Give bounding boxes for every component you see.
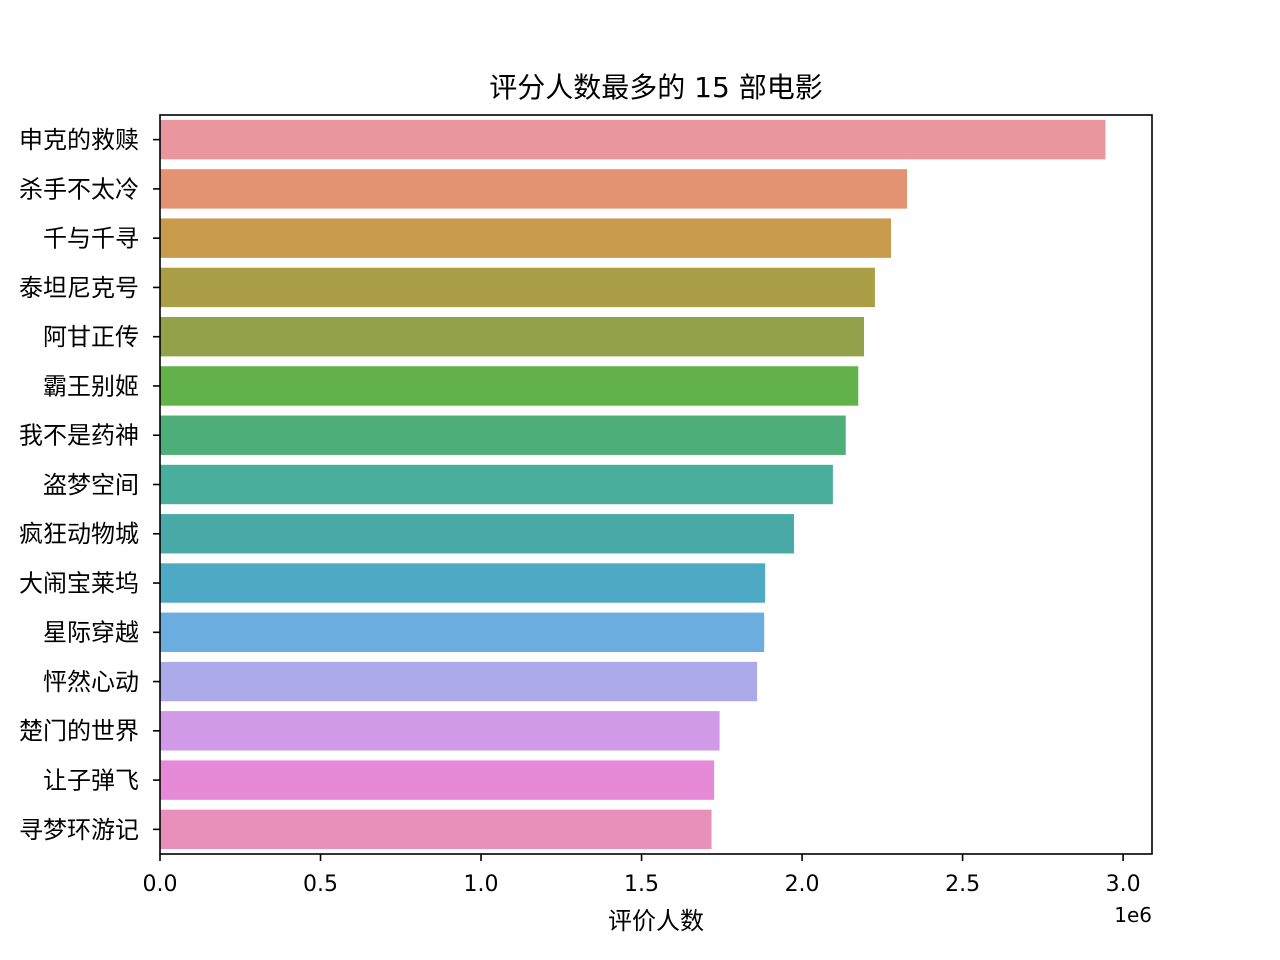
bar-6: [160, 366, 859, 406]
bar-14: [160, 760, 715, 800]
x-axis-offset-label: 1e6: [1114, 903, 1152, 927]
chart-title: 评分人数最多的 15 部电影: [489, 71, 822, 104]
x-tick-label: 2.5: [945, 872, 980, 897]
plot-frame: [159, 114, 1153, 855]
y-tick-label: 寻梦环游记: [19, 816, 139, 844]
x-tick-label: 2.0: [785, 872, 820, 897]
y-tick-label: 星际穿越: [43, 619, 139, 647]
x-tick-label: 1.5: [624, 872, 659, 897]
y-tick-label: 大闹宝莱坞: [19, 569, 139, 597]
bar-8: [160, 464, 833, 505]
y-tick-label: 楚门的世界: [19, 717, 139, 745]
y-tick-label: 盗梦空间: [43, 471, 139, 499]
bar-2: [160, 169, 908, 209]
bar-13: [160, 711, 720, 751]
x-tick-label: 0.5: [303, 872, 338, 897]
bar-9: [160, 514, 795, 554]
y-tick-label: 让子弹飞: [43, 767, 139, 795]
bar-5: [160, 316, 865, 357]
x-tick-label: 0.0: [143, 872, 178, 897]
y-tick-label: 我不是药神: [19, 422, 139, 450]
bars-group: [160, 119, 1106, 850]
y-tick-label: 阿甘正传: [43, 323, 139, 351]
bar-12: [160, 661, 758, 702]
y-tick-label: 怦然心动: [43, 668, 139, 696]
y-tick-label: 霸王别姬: [43, 372, 139, 400]
bar-11: [160, 612, 765, 653]
bar-3: [160, 218, 891, 258]
bar-1: [160, 119, 1106, 160]
y-axis-ticks: 申克的救赎杀手不太冷千与千寻泰坦尼克号阿甘正传霸王别姬我不是药神盗梦空间疯狂动物…: [19, 126, 160, 844]
x-axis-label: 评价人数: [608, 907, 704, 935]
bar-15: [160, 809, 712, 850]
x-tick-label: 3.0: [1106, 872, 1141, 897]
bar-7: [160, 415, 846, 455]
bar-4: [160, 267, 875, 308]
y-tick-label: 泰坦尼克号: [19, 274, 139, 302]
x-axis-ticks: 0.0 0.5 1.0 1.5 2.0 2.5 3.0: [143, 854, 1141, 897]
bar-10: [160, 563, 766, 603]
x-tick-label: 1.0: [464, 872, 499, 897]
y-tick-label: 疯狂动物城: [19, 520, 139, 548]
y-tick-label: 杀手不太冷: [19, 175, 139, 203]
y-tick-label: 申克的救赎: [19, 126, 139, 154]
y-tick-label: 千与千寻: [43, 225, 139, 253]
